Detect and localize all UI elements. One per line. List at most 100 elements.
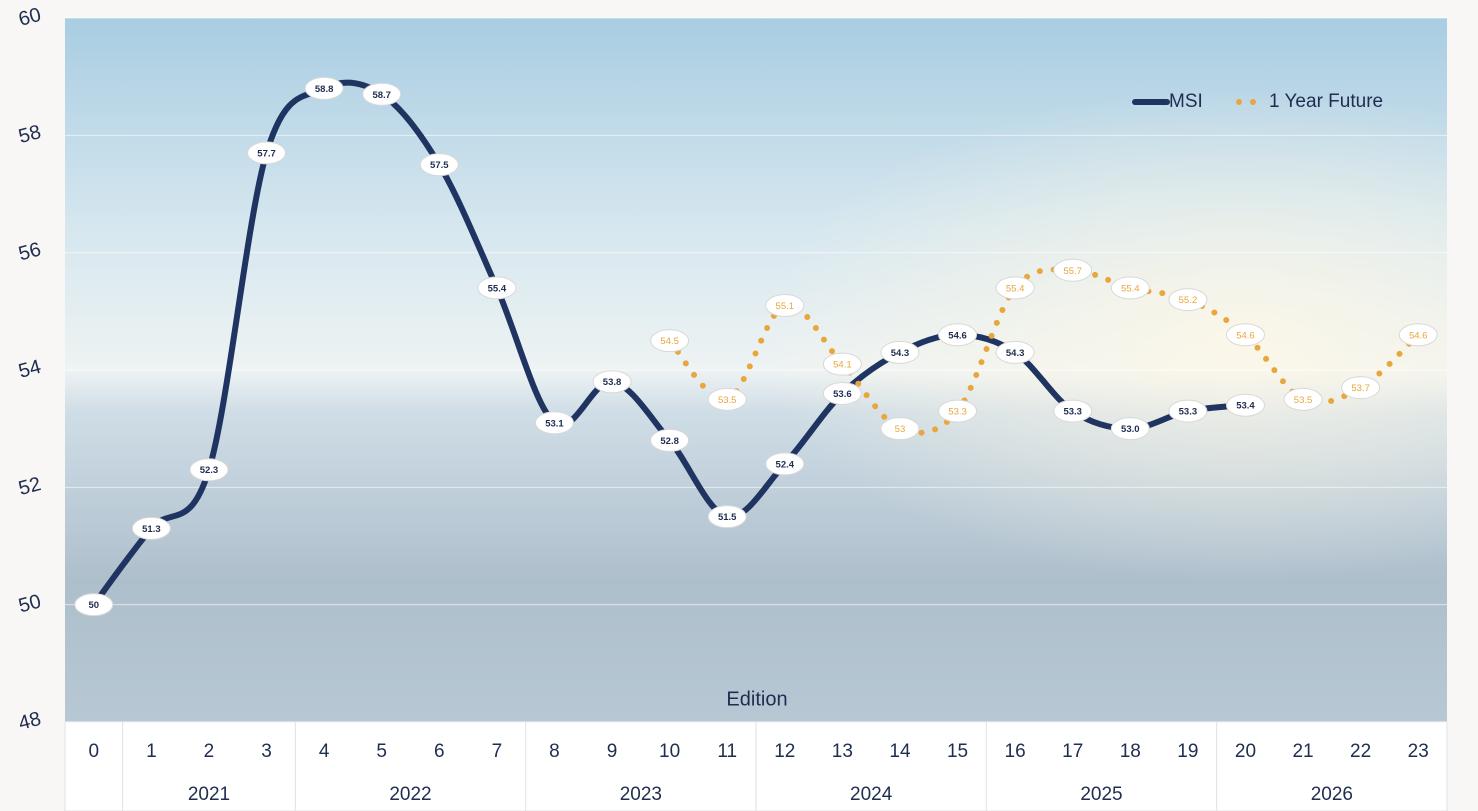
data-label: 55.2 [1179, 295, 1198, 306]
data-label-bg [74, 593, 114, 617]
data-label-bg [650, 428, 690, 452]
x-tick-label: 15 [947, 741, 968, 762]
data-label-bg [938, 323, 978, 347]
data-label-bg [707, 387, 747, 411]
data-label: 53.6 [833, 389, 852, 400]
data-label: 51.5 [718, 512, 737, 523]
x-group-label: 2023 [620, 784, 662, 805]
data-label-bg [1225, 323, 1265, 347]
y-tick-label: 52 [16, 473, 43, 500]
data-label: 51.3 [142, 524, 161, 535]
data-label: 57.5 [430, 160, 449, 171]
legend-label: 1 Year Future [1269, 91, 1383, 112]
data-label-bg [1283, 387, 1323, 411]
x-group-label: 2025 [1080, 784, 1122, 805]
data-label-bg [1110, 276, 1150, 300]
x-tick-label: 19 [1177, 741, 1198, 762]
x-tick-label: 1 [146, 741, 157, 762]
data-label-bg [822, 352, 862, 376]
data-label-bg [1398, 323, 1438, 347]
x-tick-label: 0 [89, 741, 100, 762]
data-label: 55.4 [488, 283, 507, 294]
x-tick-label: 5 [376, 741, 387, 762]
y-tick-label: 56 [16, 238, 43, 265]
x-tick-label: 6 [434, 741, 445, 762]
data-label: 53.3 [1179, 407, 1198, 418]
data-label: 54.3 [1006, 348, 1025, 359]
data-label: 53.7 [1351, 383, 1370, 394]
data-label-bg [477, 276, 517, 300]
data-label-bg [1053, 258, 1093, 282]
x-tick-label: 17 [1062, 741, 1083, 762]
data-label-bg [822, 381, 862, 405]
data-label-bg [1053, 399, 1093, 423]
data-label-bg [765, 293, 805, 317]
legend-label: MSI [1169, 91, 1203, 112]
y-tick-label: 50 [16, 590, 43, 617]
x-tick-label: 23 [1408, 741, 1429, 762]
data-label: 58.7 [372, 90, 391, 101]
data-label: 53.3 [948, 407, 967, 418]
data-label-bg [880, 417, 920, 441]
data-label: 55.4 [1006, 283, 1025, 294]
y-tick-label: 48 [16, 708, 43, 735]
data-label-bg [1168, 399, 1208, 423]
data-label-bg [995, 340, 1035, 364]
data-label: 55.7 [1063, 266, 1082, 277]
data-label-bg [304, 76, 344, 100]
data-label: 55.4 [1121, 283, 1140, 294]
x-tick-label: 2 [204, 741, 215, 762]
data-label: 53.8 [603, 377, 622, 388]
y-tick-label: 60 [16, 4, 43, 31]
data-label: 52.8 [660, 436, 679, 447]
y-tick-label: 58 [16, 121, 43, 148]
data-label-bg [765, 452, 805, 476]
data-label: 53.1 [545, 418, 564, 429]
data-label: 52.4 [776, 459, 795, 470]
y-tick-label: 54 [16, 356, 43, 383]
x-tick-label: 20 [1235, 741, 1256, 762]
x-tick-label: 18 [1120, 741, 1141, 762]
data-label-bg [131, 516, 171, 540]
data-label-bg [1110, 417, 1150, 441]
data-label-bg [534, 411, 574, 435]
data-label-bg [1225, 393, 1265, 417]
data-label-bg [650, 329, 690, 353]
data-label: 53.5 [718, 395, 737, 406]
data-label-bg [995, 276, 1035, 300]
data-label-bg [189, 458, 229, 482]
x-tick-label: 22 [1350, 741, 1371, 762]
x-axis-title: Edition [726, 688, 787, 710]
x-tick-label: 10 [659, 741, 680, 762]
x-group-label: 2026 [1311, 784, 1353, 805]
data-label: 54.6 [1236, 330, 1255, 341]
data-label: 53 [895, 424, 906, 435]
data-label: 55.1 [776, 301, 795, 312]
x-tick-label: 14 [889, 741, 911, 762]
data-label: 53.4 [1236, 401, 1255, 412]
data-label: 53.5 [1294, 395, 1313, 406]
data-label-bg [247, 141, 287, 165]
data-label-bg [1341, 376, 1381, 400]
data-label: 52.3 [200, 465, 219, 476]
data-label-bg [938, 399, 978, 423]
x-group-label: 2022 [389, 784, 431, 805]
x-tick-label: 16 [1005, 741, 1026, 762]
data-label: 53.3 [1063, 407, 1082, 418]
data-label: 58.8 [315, 84, 334, 95]
x-tick-label: 3 [261, 741, 272, 762]
data-label-bg [880, 340, 920, 364]
data-label: 54.1 [833, 360, 852, 371]
data-label: 50 [89, 600, 100, 611]
x-tick-label: 9 [607, 741, 618, 762]
data-label-bg [362, 82, 402, 106]
data-label: 54.6 [1409, 330, 1428, 341]
data-label: 53.0 [1121, 424, 1140, 435]
data-label-bg [419, 153, 459, 177]
data-label-bg [707, 505, 747, 529]
x-group-label: 2024 [850, 784, 893, 805]
data-label: 57.7 [257, 148, 276, 159]
x-tick-label: 21 [1292, 741, 1313, 762]
x-tick-label: 12 [774, 741, 795, 762]
